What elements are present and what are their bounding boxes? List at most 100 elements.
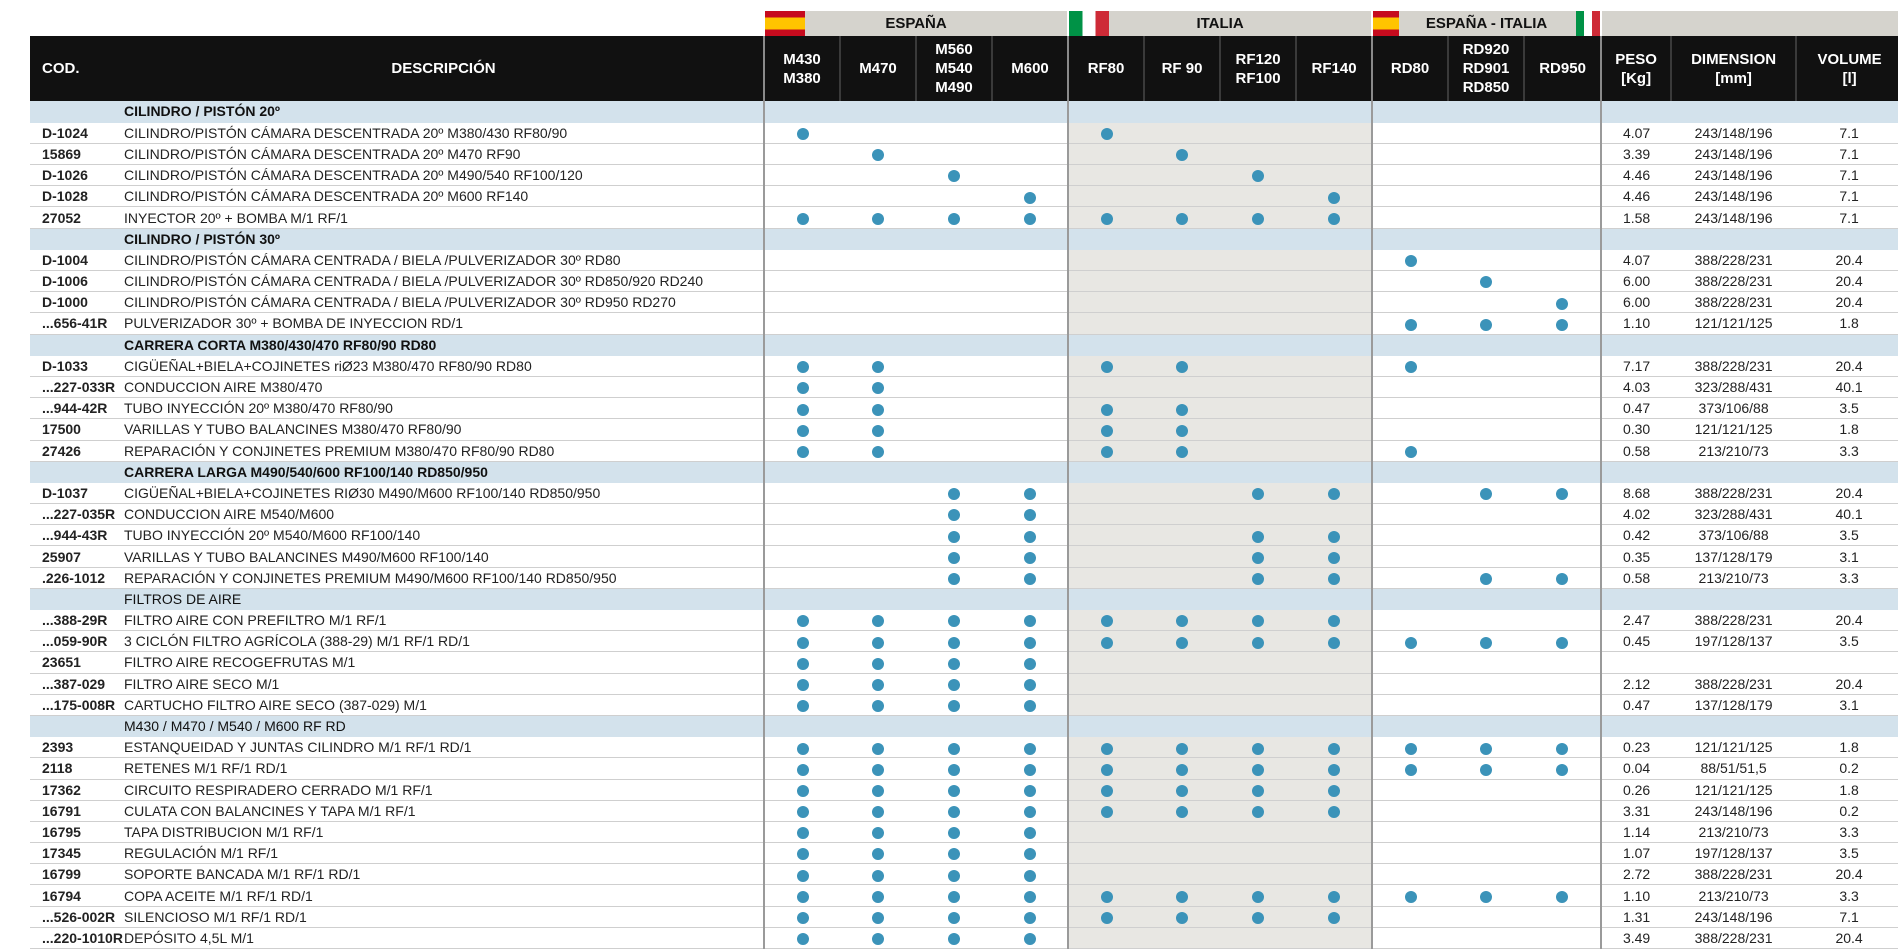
spec-vol: 20.4 bbox=[1796, 249, 1898, 272]
compatible-dot-icon bbox=[1023, 784, 1036, 797]
model-compat-cell bbox=[916, 418, 992, 441]
model-compat-cell bbox=[840, 736, 916, 759]
part-description: REPARACIÓN Y CONJINETES PREMIUM M380/470… bbox=[124, 440, 764, 462]
model-compat-cell bbox=[1524, 312, 1602, 335]
compatible-dot-icon bbox=[1480, 488, 1493, 501]
compatible-dot-icon bbox=[1023, 530, 1036, 543]
spec-dim: 323/288/431 bbox=[1671, 376, 1797, 399]
part-description: VARILLAS Y TUBO BALANCINES M380/470 RF80… bbox=[124, 418, 764, 441]
model-compat-cell bbox=[1067, 821, 1145, 844]
model-compat-cell bbox=[1220, 270, 1297, 293]
model-compat-cell bbox=[840, 800, 916, 822]
section-model-cell bbox=[763, 715, 840, 738]
spec-vol: 20.4 bbox=[1796, 609, 1898, 632]
compatible-dot-icon bbox=[1023, 700, 1036, 713]
section-model-cell bbox=[1524, 101, 1602, 123]
spec-vol: 20.4 bbox=[1796, 863, 1898, 886]
section-spec-cell bbox=[1671, 228, 1797, 250]
compatible-dot-icon bbox=[796, 806, 809, 819]
compatible-dot-icon bbox=[796, 784, 809, 797]
part-code: 17345 bbox=[30, 842, 124, 865]
col-header-spec: DIMENSION [mm] bbox=[1670, 36, 1797, 101]
spec-vol: 3.5 bbox=[1796, 842, 1898, 865]
part-code: 23651 bbox=[30, 651, 124, 674]
model-compat-cell bbox=[763, 503, 840, 526]
model-compat-cell bbox=[1296, 376, 1373, 399]
compatible-dot-icon bbox=[1176, 445, 1189, 458]
compatible-dot-icon bbox=[948, 912, 960, 925]
model-compat-cell bbox=[763, 545, 840, 568]
model-compat-cell bbox=[992, 270, 1069, 293]
model-compat-cell bbox=[763, 376, 840, 399]
section-title: FILTROS DE AIRE bbox=[124, 588, 764, 611]
model-compat-cell bbox=[763, 440, 840, 462]
compatible-dot-icon bbox=[1023, 573, 1036, 586]
section-cod-blank bbox=[30, 461, 124, 483]
model-compat-cell bbox=[1144, 185, 1221, 208]
model-compat-cell bbox=[1524, 779, 1602, 801]
spec-dim: 243/148/196 bbox=[1671, 143, 1797, 166]
group-label-espana: ESPAÑA bbox=[885, 15, 947, 32]
compatible-dot-icon bbox=[1023, 912, 1036, 925]
model-compat-cell bbox=[1524, 482, 1602, 505]
model-compat-cell bbox=[1144, 206, 1221, 229]
model-compat-cell bbox=[1144, 545, 1221, 568]
spec-dim: 388/228/231 bbox=[1671, 270, 1797, 293]
part-description: TUBO INYECCIÓN 20º M540/M600 RF100/140 bbox=[124, 524, 764, 547]
compatible-dot-icon bbox=[1176, 763, 1189, 776]
model-compat-cell bbox=[916, 122, 992, 144]
model-compat-cell bbox=[1371, 694, 1449, 716]
model-compat-cell bbox=[992, 312, 1069, 335]
section-model-cell bbox=[1524, 228, 1602, 250]
model-compat-cell bbox=[992, 291, 1069, 314]
spec-vol bbox=[1796, 651, 1898, 674]
model-compat-cell bbox=[1296, 312, 1373, 335]
model-compat-cell bbox=[1296, 524, 1373, 547]
compatible-dot-icon bbox=[1252, 170, 1265, 183]
model-compat-cell bbox=[1144, 821, 1221, 844]
model-compat-cell bbox=[916, 609, 992, 632]
compatible-dot-icon bbox=[1404, 255, 1417, 268]
model-compat-cell bbox=[1371, 757, 1449, 780]
compatible-dot-icon bbox=[1176, 636, 1189, 649]
model-compat-cell bbox=[1067, 440, 1145, 462]
model-compat-cell bbox=[1144, 630, 1221, 653]
compatible-dot-icon bbox=[1023, 551, 1036, 564]
model-compat-cell bbox=[763, 927, 840, 949]
spec-dim: 323/288/431 bbox=[1671, 503, 1797, 526]
compatible-dot-icon bbox=[872, 806, 884, 819]
spec-vol: 3.3 bbox=[1796, 440, 1898, 462]
spec-dim: 121/121/125 bbox=[1671, 779, 1797, 801]
spec-vol: 3.1 bbox=[1796, 694, 1898, 716]
part-description: CONDUCCION AIRE M540/M600 bbox=[124, 503, 764, 526]
table-row: 16791 CULATA CON BALANCINES Y TAPA M/1 RF… bbox=[30, 800, 1898, 822]
spec-vol: 1.8 bbox=[1796, 312, 1898, 335]
model-compat-cell bbox=[1067, 355, 1145, 377]
model-compat-cell bbox=[1448, 418, 1525, 441]
model-compat-cell bbox=[992, 884, 1069, 907]
part-code: D-1026 bbox=[30, 164, 124, 187]
model-compat-cell bbox=[1371, 673, 1449, 695]
spec-vol: 20.4 bbox=[1796, 927, 1898, 949]
model-compat-cell bbox=[1144, 757, 1221, 780]
model-compat-cell bbox=[1296, 906, 1373, 928]
section-model-cell bbox=[1448, 588, 1525, 611]
model-compat-cell bbox=[1524, 249, 1602, 272]
model-compat-cell bbox=[1524, 694, 1602, 716]
compatible-dot-icon bbox=[1252, 488, 1265, 501]
compatible-dot-icon bbox=[948, 509, 960, 522]
compatible-dot-icon bbox=[1023, 212, 1036, 225]
model-compat-cell bbox=[763, 567, 840, 589]
model-compat-cell bbox=[1448, 927, 1525, 949]
model-compat-cell bbox=[1371, 376, 1449, 399]
model-compat-cell bbox=[1524, 630, 1602, 653]
compatible-dot-icon bbox=[796, 763, 809, 776]
compatible-dot-icon bbox=[1327, 784, 1340, 797]
part-description: INYECTOR 20º + BOMBA M/1 RF/1 bbox=[124, 206, 764, 229]
model-compat-cell bbox=[1524, 673, 1602, 695]
section-spec-cell bbox=[1796, 101, 1898, 123]
section-model-cell bbox=[916, 461, 992, 483]
section-model-cell bbox=[992, 334, 1069, 356]
model-compat-cell bbox=[1220, 779, 1297, 801]
part-code: ...656-41R bbox=[30, 312, 124, 335]
